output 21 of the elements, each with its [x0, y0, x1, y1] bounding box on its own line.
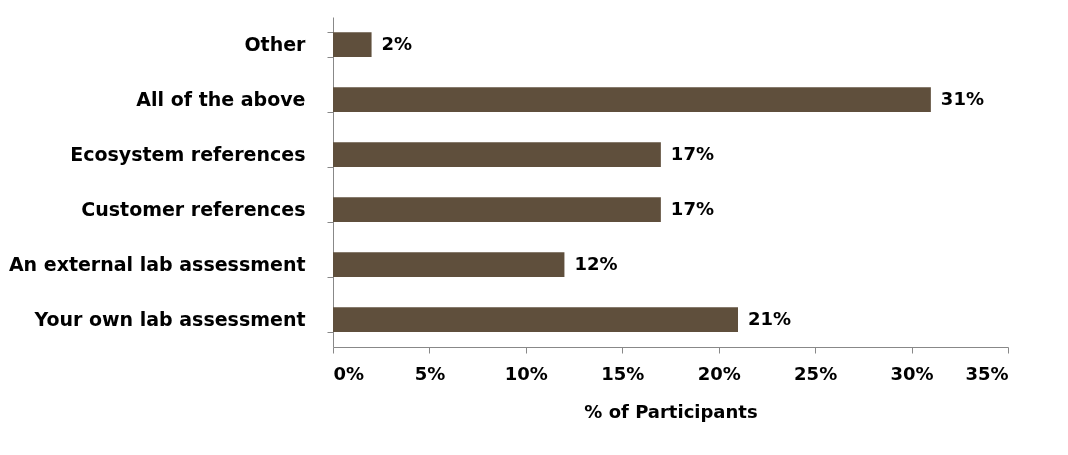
- data-label: 2%: [381, 32, 413, 54]
- y-tick-label: All of the above: [136, 88, 306, 110]
- x-tick-label: 20%: [697, 362, 741, 384]
- y-tick-label: Other: [244, 33, 307, 55]
- y-tick-label: An external lab assessment: [8, 253, 306, 275]
- y-tick-label: Customer references: [81, 198, 306, 220]
- x-tick-label: 10%: [504, 362, 548, 384]
- data-label: 21%: [748, 307, 792, 329]
- data-label: 17%: [670, 197, 714, 219]
- x-tick-label: 0%: [333, 362, 365, 384]
- y-tick-label: Ecosystem references: [70, 143, 306, 165]
- x-tick-label: 15%: [601, 362, 645, 384]
- data-label: 12%: [574, 252, 618, 274]
- data-label: 31%: [940, 87, 984, 109]
- y-tick-label: Your own lab assessment: [33, 308, 306, 330]
- data-label: 17%: [670, 142, 714, 164]
- x-tick-label: 25%: [794, 362, 838, 384]
- x-tick-label: 30%: [890, 362, 934, 384]
- x-tick-label: 35%: [965, 362, 1009, 384]
- x-axis-title: % of Participants: [584, 400, 758, 422]
- x-tick-label: 5%: [414, 362, 446, 384]
